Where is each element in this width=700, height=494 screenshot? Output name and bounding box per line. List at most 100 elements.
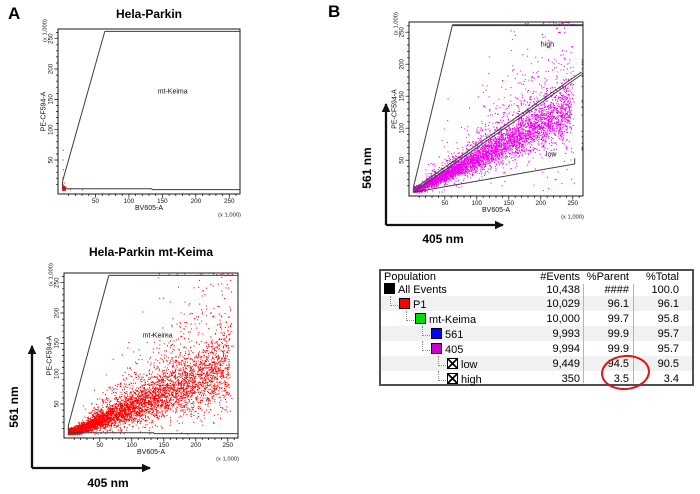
x-tick-label: 50	[92, 198, 100, 205]
events-cell: 9,993	[552, 327, 580, 340]
y-tick-label: 50	[48, 156, 55, 164]
plot-a-bottom-title: Hela-Parkin mt-Keima	[88, 245, 214, 259]
panel-b-letter: B	[328, 2, 341, 21]
panel-b-y-arrow-label: 561 nm	[360, 147, 374, 189]
table-row-all-events: All Events 10,438 #### 100.0	[381, 283, 692, 296]
population-label: 561	[445, 329, 464, 341]
tree-elbow-icon	[422, 326, 430, 336]
population-label: high	[461, 374, 482, 386]
events-cell: 10,000	[546, 312, 580, 325]
table-row-p1: P1 10,029 96.1 96.1	[381, 296, 692, 311]
y-scale-note: (x 1,000)	[394, 12, 400, 35]
y-tick-label: 200	[54, 307, 61, 318]
population-cell: low	[381, 356, 512, 371]
gate-label: mt-Keima	[158, 88, 188, 95]
population-label: mt-Keima	[429, 314, 477, 326]
events-cell: 10,438	[546, 283, 580, 296]
table-header-cell: %Parent	[586, 271, 629, 283]
percent-parent-cell: ####	[604, 283, 629, 296]
y-tick-label: 250	[54, 277, 61, 288]
y-axis-label: PE-CF594-A	[47, 335, 54, 375]
table-row-561: 561 9,993 99.9 95.7	[381, 326, 692, 341]
population-table: Population #Events %Parent %Total All Events…	[379, 269, 694, 386]
x-tick-label: 100	[124, 198, 135, 205]
gate-high-low-divider-lower	[413, 74, 582, 193]
table-row-405: 405 9,994 99.9 95.7	[381, 341, 692, 356]
y-tick-label: 200	[399, 58, 406, 69]
percent-parent-cell: 96.1	[607, 297, 629, 310]
x-scale-note: (x 1,000)	[218, 213, 241, 219]
arrowhead-up-icon	[381, 103, 391, 112]
x-axis-label: BV605-A	[137, 449, 165, 456]
population-cell: 405	[381, 341, 512, 356]
population-label: P1	[413, 299, 427, 311]
y-tick-label: 100	[54, 368, 61, 379]
x-tick-label: 200	[536, 200, 547, 207]
y-tick-label: 50	[54, 400, 61, 408]
percent-total-cell: 3.4	[663, 372, 679, 385]
gate-label: mt-Keima	[143, 332, 173, 339]
percent-parent-cell: 3.5	[613, 372, 629, 385]
table-row-low: low 9,449 94.5 90.5	[381, 356, 692, 371]
x-tick-label: 250	[224, 198, 235, 205]
tree-elbow-icon	[422, 341, 430, 351]
events-cell: 10,029	[546, 297, 580, 310]
gate-mt-keima-left	[61, 31, 240, 191]
gate-label: high	[541, 41, 554, 48]
y-scale-note: (x 1,000)	[49, 263, 55, 286]
y-scale-note: (x 1,000)	[43, 19, 49, 42]
plot-b-dots	[581, 59, 583, 151]
axis-ticks	[54, 32, 237, 198]
events-cell: 350	[561, 372, 580, 385]
tree-elbow-icon	[438, 371, 446, 381]
y-axis-label: PE-CF594-A	[392, 89, 399, 129]
table-row-mt-keima: mt-Keima 10,000 99.7 95.8	[381, 311, 692, 326]
x-tick-label: 150	[159, 442, 170, 449]
x-scale-note: (x 1,000)	[216, 457, 239, 463]
crossed-box-swatch-icon	[447, 373, 458, 384]
y-axis-label: PE-CF594-A	[41, 91, 48, 131]
x-axis-label: BV605-A	[135, 205, 163, 212]
percent-total-cell: 95.7	[657, 342, 679, 355]
percent-parent-cell: 99.9	[607, 327, 629, 340]
tree-elbow-icon	[438, 356, 446, 366]
percent-total-cell: 95.7	[657, 327, 679, 340]
y-tick-label: 150	[48, 94, 55, 105]
y-tick-label: 100	[48, 124, 55, 135]
y-tick-label: 50	[399, 156, 406, 164]
x-tick-label: 150	[504, 200, 515, 207]
panel-a-x-arrow-label: 405 nm	[87, 476, 129, 490]
percent-total-cell: 100.0	[651, 283, 679, 296]
percent-parent-cell: 99.9	[607, 342, 629, 355]
x-tick-label: 250	[568, 200, 579, 207]
population-cell: mt-Keima	[381, 311, 512, 326]
population-label: low	[461, 359, 478, 371]
table-header-row: Population #Events %Parent %Total	[381, 271, 692, 283]
table-header-cell: Population	[384, 271, 436, 283]
population-cell: high	[381, 371, 512, 386]
y-tick-label: 150	[54, 338, 61, 349]
y-tick-label: 250	[48, 33, 55, 44]
x-tick-label: 50	[441, 200, 449, 207]
y-tick-label: 100	[399, 122, 406, 133]
table-header-cell: #Events	[540, 271, 580, 283]
population-color-swatch-icon	[399, 298, 410, 309]
percent-total-cell: 95.8	[657, 312, 679, 325]
population-cell: P1	[381, 296, 512, 311]
population-color-swatch-icon	[431, 343, 442, 354]
events-cell: 9,994	[552, 342, 580, 355]
y-tick-label: 250	[399, 26, 406, 37]
percent-parent-cell: 94.5	[607, 357, 629, 370]
plot-frame	[57, 28, 241, 195]
population-label: 405	[445, 344, 464, 356]
population-cell: All Events	[381, 283, 512, 296]
x-tick-label: 50	[96, 442, 104, 449]
arrowhead-up-icon	[27, 345, 37, 354]
panel-a-letter: A	[8, 4, 21, 23]
scatter-plot-hela-parkin-mt-keima: 50 100 150 200 250 50 100 150 200 250 BV605-A PE-CF…	[47, 263, 240, 463]
crossed-box-swatch-icon	[447, 358, 458, 369]
table-header-cell: %Total	[645, 271, 679, 283]
population-color-swatch-icon	[415, 313, 426, 324]
table-row-high: high 350 3.5 3.4	[381, 371, 692, 386]
